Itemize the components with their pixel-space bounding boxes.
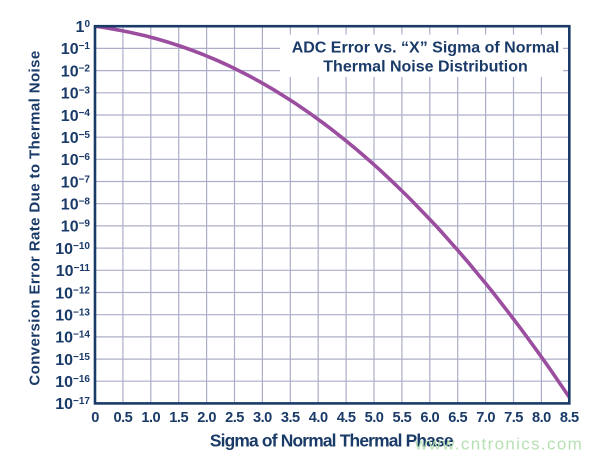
svg-text:10−3: 10−3	[61, 86, 91, 103]
svg-text:0.5: 0.5	[114, 410, 133, 426]
svg-text:2.5: 2.5	[225, 410, 244, 426]
svg-text:10−16: 10−16	[55, 374, 90, 391]
svg-text:10−2: 10−2	[61, 63, 91, 80]
svg-text:10−8: 10−8	[61, 197, 91, 214]
svg-text:10−12: 10−12	[55, 285, 90, 302]
svg-text:3.5: 3.5	[281, 410, 300, 426]
svg-text:0: 0	[91, 410, 99, 426]
svg-text:1.0: 1.0	[141, 410, 160, 426]
svg-text:10−5: 10−5	[61, 130, 91, 147]
svg-text:ADC Error vs. “X” Sigma of Nor: ADC Error vs. “X” Sigma of Normal	[292, 40, 560, 57]
svg-text:10−14: 10−14	[55, 330, 90, 347]
svg-text:8.0: 8.0	[532, 410, 551, 426]
svg-text:10−17: 10−17	[55, 396, 90, 413]
svg-text:2.0: 2.0	[197, 410, 216, 426]
svg-text:10: 10	[76, 19, 91, 36]
svg-text:Sigma of Normal Thermal Phase: Sigma of Normal Thermal Phase	[210, 431, 454, 451]
svg-text:10−10: 10−10	[55, 241, 90, 258]
svg-text:3.0: 3.0	[253, 410, 272, 426]
svg-text:5.0: 5.0	[365, 410, 384, 426]
svg-text:10−4: 10−4	[61, 108, 91, 125]
svg-text:10−11: 10−11	[56, 263, 91, 280]
svg-text:10−6: 10−6	[61, 152, 91, 169]
svg-text:10−1: 10−1	[61, 41, 91, 58]
svg-text:10−9: 10−9	[61, 219, 91, 236]
svg-text:5.5: 5.5	[393, 410, 412, 426]
svg-text:4.5: 4.5	[337, 410, 356, 426]
svg-text:10−7: 10−7	[61, 174, 91, 191]
svg-text:6.5: 6.5	[448, 410, 467, 426]
svg-text:8.5: 8.5	[560, 410, 579, 426]
svg-text:10−13: 10−13	[55, 308, 90, 325]
svg-text:4.0: 4.0	[309, 410, 328, 426]
svg-text:1.5: 1.5	[169, 410, 188, 426]
svg-text:Thermal Noise Distribution: Thermal Noise Distribution	[323, 59, 527, 76]
svg-text:Conversion Error Rate Due to T: Conversion Error Rate Due to Thermal Noi…	[27, 50, 44, 385]
svg-text:7.0: 7.0	[476, 410, 495, 426]
svg-text:10−15: 10−15	[55, 352, 90, 369]
svg-text:7.5: 7.5	[504, 410, 523, 426]
svg-text:6.0: 6.0	[420, 410, 439, 426]
svg-text:www.cntronics.com: www.cntronics.com	[414, 435, 583, 454]
